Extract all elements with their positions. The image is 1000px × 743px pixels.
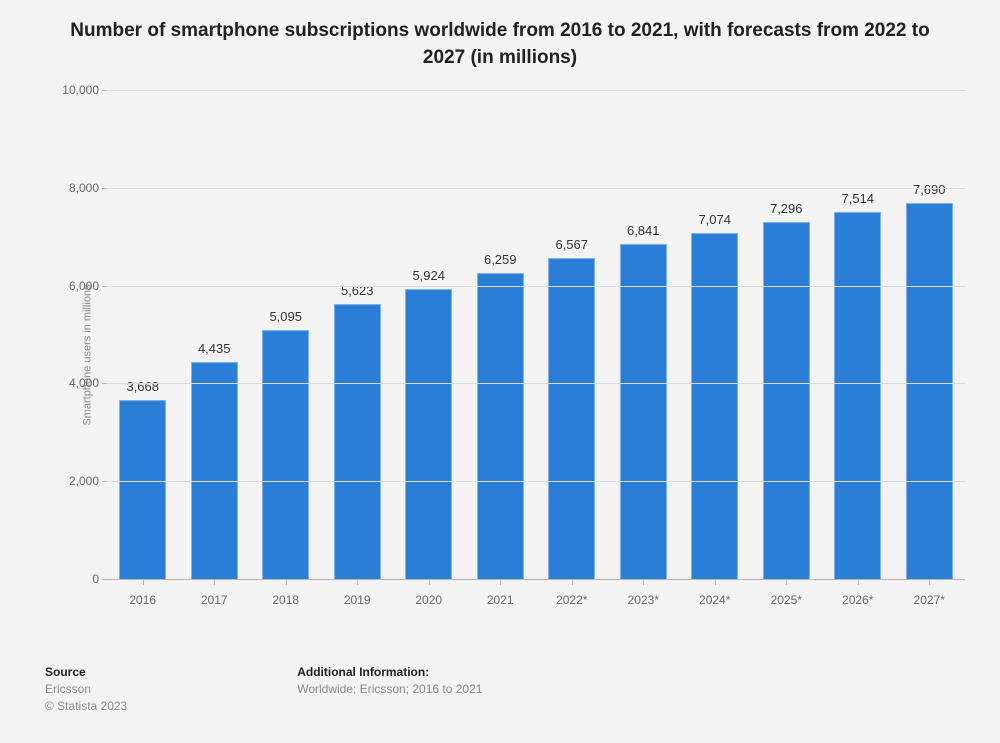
gridline xyxy=(107,90,965,91)
x-tick-mark xyxy=(429,579,430,585)
y-tick-mark xyxy=(102,383,107,384)
bar-value-label: 5,095 xyxy=(269,309,302,324)
bar xyxy=(620,244,667,579)
chart-footer: Source Ericsson © Statista 2023 Addition… xyxy=(45,665,955,715)
y-axis-label: Smartphone users in millions xyxy=(82,284,94,425)
bar-slot: 6,5672022* xyxy=(536,90,607,579)
y-tick-label: 4,000 xyxy=(69,376,99,390)
bar-value-label: 7,514 xyxy=(841,191,874,206)
x-tick-mark xyxy=(214,579,215,585)
bar xyxy=(262,330,309,579)
gridline xyxy=(107,188,965,189)
x-tick-label: 2018 xyxy=(272,593,299,607)
x-tick-label: 2017 xyxy=(201,593,228,607)
bar xyxy=(763,222,810,579)
x-tick-mark xyxy=(858,579,859,585)
x-tick-mark xyxy=(572,579,573,585)
x-tick-label: 2027* xyxy=(914,593,945,607)
bar-slot: 6,2592021 xyxy=(465,90,536,579)
chart-area: Smartphone users in millions 3,66820164,… xyxy=(55,90,975,620)
bar-value-label: 6,259 xyxy=(484,252,517,267)
info-text: Worldwide; Ericsson; 2016 to 2021 xyxy=(297,681,482,698)
footer-source: Source Ericsson © Statista 2023 xyxy=(45,665,127,715)
x-tick-mark xyxy=(929,579,930,585)
y-tick-label: 10,000 xyxy=(62,83,99,97)
copyright-text: © Statista 2023 xyxy=(45,698,127,715)
y-tick-label: 2,000 xyxy=(69,474,99,488)
bar-slot: 6,8412023* xyxy=(608,90,679,579)
x-tick-label: 2022* xyxy=(556,593,587,607)
gridline xyxy=(107,383,965,384)
bar-slot: 5,0952018 xyxy=(250,90,321,579)
x-tick-label: 2020 xyxy=(415,593,442,607)
gridline xyxy=(107,481,965,482)
bar-slot: 5,9242020 xyxy=(393,90,464,579)
x-tick-label: 2019 xyxy=(344,593,371,607)
bar xyxy=(405,289,452,579)
gridline xyxy=(107,286,965,287)
bar xyxy=(906,203,953,579)
y-tick-mark xyxy=(102,579,107,580)
x-tick-label: 2024* xyxy=(699,593,730,607)
bar-slot: 3,6682016 xyxy=(107,90,178,579)
x-tick-label: 2021 xyxy=(487,593,514,607)
info-heading: Additional Information: xyxy=(297,665,482,679)
bar-value-label: 3,668 xyxy=(126,379,159,394)
bar-value-label: 7,296 xyxy=(770,201,803,216)
x-tick-label: 2016 xyxy=(129,593,156,607)
bar xyxy=(834,212,881,579)
plot-area: 3,66820164,43520175,09520185,62320195,92… xyxy=(107,90,965,580)
bar xyxy=(334,304,381,579)
chart-title: Number of smartphone subscriptions world… xyxy=(0,0,1000,71)
x-tick-mark xyxy=(143,579,144,585)
source-text: Ericsson xyxy=(45,681,127,698)
x-tick-mark xyxy=(286,579,287,585)
bar-value-label: 7,690 xyxy=(913,182,946,197)
bar-value-label: 7,074 xyxy=(698,212,731,227)
bar-slot: 4,4352017 xyxy=(178,90,249,579)
y-tick-label: 8,000 xyxy=(69,181,99,195)
y-tick-mark xyxy=(102,481,107,482)
bar-slot: 7,2962025* xyxy=(751,90,822,579)
bar-slot: 7,6902027* xyxy=(894,90,965,579)
y-tick-label: 6,000 xyxy=(69,279,99,293)
x-tick-mark xyxy=(715,579,716,585)
bar xyxy=(191,362,238,579)
bar-value-label: 4,435 xyxy=(198,341,231,356)
chart-container: Number of smartphone subscriptions world… xyxy=(0,0,1000,743)
footer-info: Additional Information: Worldwide; Erics… xyxy=(297,665,482,715)
bar-value-label: 6,567 xyxy=(555,237,588,252)
bars-group: 3,66820164,43520175,09520185,62320195,92… xyxy=(107,90,965,579)
x-tick-label: 2025* xyxy=(771,593,802,607)
x-tick-label: 2026* xyxy=(842,593,873,607)
y-tick-mark xyxy=(102,90,107,91)
bar xyxy=(119,400,166,579)
bar-slot: 7,5142026* xyxy=(822,90,893,579)
bar-slot: 7,0742024* xyxy=(679,90,750,579)
x-tick-label: 2023* xyxy=(628,593,659,607)
bar xyxy=(477,273,524,579)
x-tick-mark xyxy=(786,579,787,585)
x-tick-mark xyxy=(643,579,644,585)
bar xyxy=(548,258,595,579)
bar-value-label: 5,924 xyxy=(412,268,445,283)
source-heading: Source xyxy=(45,665,127,679)
x-tick-mark xyxy=(357,579,358,585)
y-tick-mark xyxy=(102,286,107,287)
y-tick-label: 0 xyxy=(92,572,99,586)
y-tick-mark xyxy=(102,188,107,189)
x-tick-mark xyxy=(500,579,501,585)
bar-value-label: 6,841 xyxy=(627,223,660,238)
bar-slot: 5,6232019 xyxy=(322,90,393,579)
